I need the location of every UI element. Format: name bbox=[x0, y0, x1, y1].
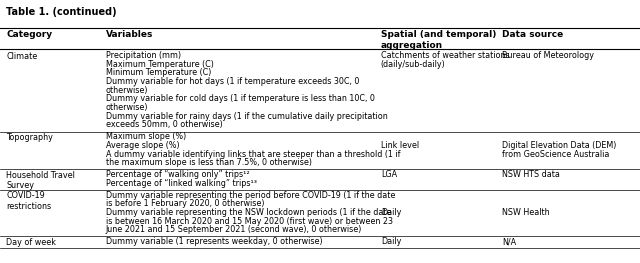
Text: Maximum Temperature (C): Maximum Temperature (C) bbox=[106, 60, 214, 69]
Text: Maximum slope (%): Maximum slope (%) bbox=[106, 132, 186, 141]
Text: LGA: LGA bbox=[381, 170, 397, 179]
Text: the maximum slope is less than 7.5%, 0 otherwise): the maximum slope is less than 7.5%, 0 o… bbox=[106, 158, 312, 167]
Text: COVID-19
restrictions: COVID-19 restrictions bbox=[6, 191, 52, 211]
Text: Percentage of “walking only” trips¹²: Percentage of “walking only” trips¹² bbox=[106, 170, 249, 179]
Text: Dummy variable representing the period before COVID-19 (1 if the date: Dummy variable representing the period b… bbox=[106, 191, 395, 200]
Text: NSW Health: NSW Health bbox=[502, 208, 550, 217]
Text: Average slope (%): Average slope (%) bbox=[106, 141, 179, 150]
Text: exceeds 50mm, 0 otherwise): exceeds 50mm, 0 otherwise) bbox=[106, 120, 222, 129]
Text: Variables: Variables bbox=[106, 30, 153, 39]
Text: otherwise): otherwise) bbox=[106, 103, 148, 112]
Text: Table 1. (continued): Table 1. (continued) bbox=[6, 7, 117, 17]
Text: Dummy variable for cold days (1 if temperature is less than 10C, 0: Dummy variable for cold days (1 if tempe… bbox=[106, 94, 374, 103]
Text: Catchments of weather stations: Catchments of weather stations bbox=[381, 51, 509, 60]
Text: Dummy variable representing the NSW lockdown periods (1 if the date: Dummy variable representing the NSW lock… bbox=[106, 208, 391, 217]
Text: Precipitation (mm): Precipitation (mm) bbox=[106, 51, 180, 60]
Text: NSW HTS data: NSW HTS data bbox=[502, 170, 560, 179]
Text: otherwise): otherwise) bbox=[106, 86, 148, 95]
Text: Daily: Daily bbox=[381, 237, 401, 246]
Text: Data source: Data source bbox=[502, 30, 564, 39]
Text: June 2021 and 15 September 2021 (second wave), 0 otherwise): June 2021 and 15 September 2021 (second … bbox=[106, 225, 362, 234]
Text: Bureau of Meteorology: Bureau of Meteorology bbox=[502, 51, 595, 60]
Text: is before 1 February 2020, 0 otherwise): is before 1 February 2020, 0 otherwise) bbox=[106, 199, 264, 208]
Text: Category: Category bbox=[6, 30, 52, 39]
Text: is between 16 March 2020 and 15 May 2020 (first wave) or between 23: is between 16 March 2020 and 15 May 2020… bbox=[106, 217, 392, 226]
Text: Link level: Link level bbox=[381, 141, 419, 150]
Text: Percentage of “linked walking” trips¹³: Percentage of “linked walking” trips¹³ bbox=[106, 179, 257, 188]
Text: Daily: Daily bbox=[381, 208, 401, 217]
Text: Minimum Temperature (C): Minimum Temperature (C) bbox=[106, 68, 211, 77]
Text: Day of week: Day of week bbox=[6, 238, 56, 247]
Text: Dummy variable for hot days (1 if temperature exceeds 30C, 0: Dummy variable for hot days (1 if temper… bbox=[106, 77, 359, 86]
Text: A dummy variable identifying links that are steeper than a threshold (1 if: A dummy variable identifying links that … bbox=[106, 150, 400, 159]
Text: Household Travel
Survey: Household Travel Survey bbox=[6, 171, 76, 190]
Text: Dummy variable (1 represents weekday, 0 otherwise): Dummy variable (1 represents weekday, 0 … bbox=[106, 237, 322, 246]
Text: Topography: Topography bbox=[6, 133, 53, 142]
Text: N/A: N/A bbox=[502, 237, 516, 246]
Text: Dummy variable for rainy days (1 if the cumulative daily precipitation: Dummy variable for rainy days (1 if the … bbox=[106, 112, 387, 121]
Text: Spatial (and temporal)
aggregation: Spatial (and temporal) aggregation bbox=[381, 30, 496, 50]
Text: Climate: Climate bbox=[6, 52, 38, 60]
Text: (daily/sub-daily): (daily/sub-daily) bbox=[381, 60, 445, 69]
Text: Digital Elevation Data (DEM): Digital Elevation Data (DEM) bbox=[502, 141, 617, 150]
Text: from GeoScience Australia: from GeoScience Australia bbox=[502, 150, 610, 159]
